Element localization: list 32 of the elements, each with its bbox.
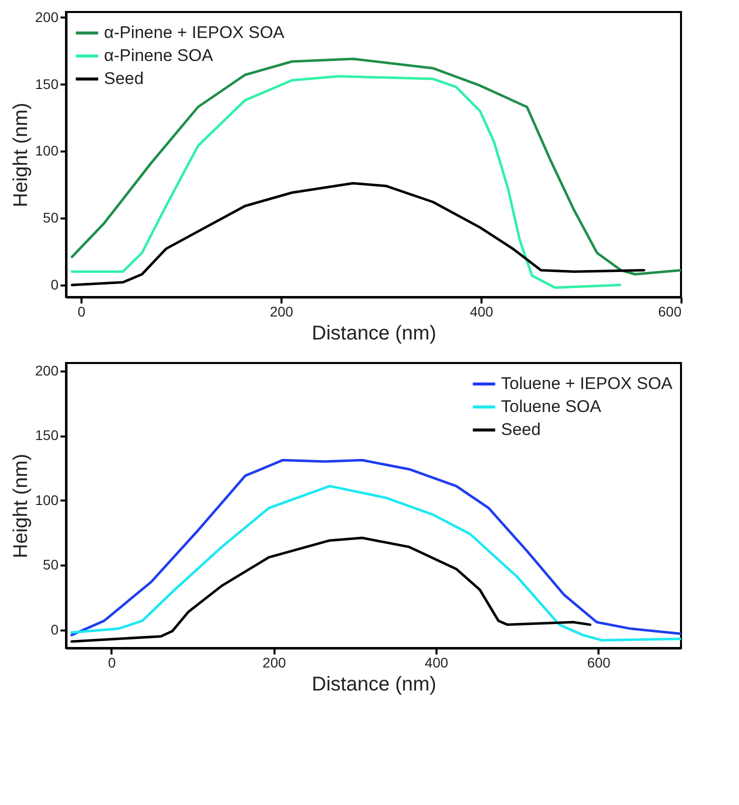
x-tick-label: 600 xyxy=(587,654,611,670)
legend-label: Toluene + IEPOX SOA xyxy=(501,374,674,393)
legend-label: α-Pinene SOA xyxy=(104,46,214,65)
line-series xyxy=(70,458,681,636)
line-series xyxy=(70,536,592,643)
x-axis-title: Distance (nm) xyxy=(312,674,436,696)
y-tick-label: 200 xyxy=(35,362,59,378)
x-tick-label: 200 xyxy=(270,304,294,320)
y-tick-label: 100 xyxy=(35,492,59,508)
x-tick-label: 0 xyxy=(78,304,86,320)
legend-label: Toluene SOA xyxy=(501,397,602,416)
x-tick-label: 400 xyxy=(424,654,448,670)
y-axis-title: Height (nm) xyxy=(10,102,32,208)
legend-label: Seed xyxy=(104,69,144,88)
y-tick-label: 0 xyxy=(50,276,59,292)
x-axis-title: Distance (nm) xyxy=(312,322,436,344)
y-axis-title: Height (nm) xyxy=(10,454,32,558)
y-tick-label: 100 xyxy=(35,142,59,159)
x-tick-label: 600 xyxy=(658,304,682,320)
y-tick-label: 50 xyxy=(42,556,59,573)
y-tick-label: 150 xyxy=(35,427,59,444)
y-tick-label: 200 xyxy=(35,8,59,25)
legend-label: Seed xyxy=(501,420,541,439)
line-series xyxy=(70,484,681,642)
line-series xyxy=(70,182,646,286)
y-tick-label: 50 xyxy=(42,210,59,226)
y-tick-label: 150 xyxy=(35,76,59,92)
y-tick-label: 0 xyxy=(50,621,59,638)
legend-label: α-Pinene + IEPOX SOA xyxy=(104,23,286,42)
x-tick-label: 400 xyxy=(470,304,494,320)
x-tick-label: 0 xyxy=(108,654,116,670)
x-tick-label: 200 xyxy=(262,654,286,670)
